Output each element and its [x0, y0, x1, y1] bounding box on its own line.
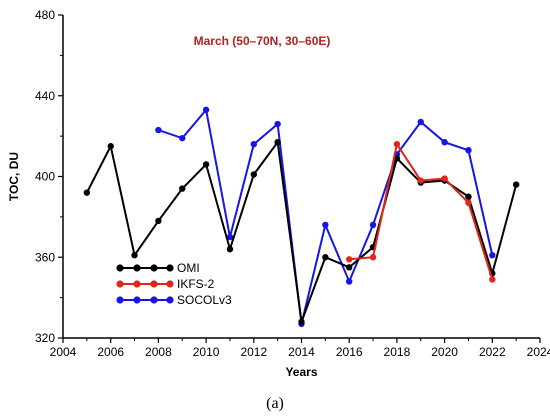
data-point-socolv3	[250, 141, 257, 148]
data-point-omi	[107, 143, 114, 150]
y-tick-label: 320	[35, 331, 55, 345]
x-tick-label: 2006	[97, 345, 124, 359]
data-point-omi	[83, 189, 91, 196]
x-tick-label: 2018	[384, 345, 411, 359]
legend-marker-omi	[166, 264, 174, 272]
data-point-omi	[179, 185, 186, 192]
data-point-socolv3	[369, 221, 377, 229]
y-tick-label: 440	[35, 89, 55, 103]
x-axis-title: Years	[285, 365, 317, 379]
plot-area	[83, 106, 520, 328]
axes: 2004 2006 2008 2010 2012 2014 2016 2018 2020 2022…	[35, 8, 550, 359]
legend-marker-omi	[150, 264, 158, 272]
legend-marker-omi	[116, 264, 124, 272]
x-tick-label: 2004	[50, 345, 77, 359]
data-point-omi	[155, 217, 162, 225]
legend-marker-ikfs-2	[116, 280, 124, 288]
data-point-socolv3	[441, 138, 448, 146]
data-point-omi	[250, 171, 257, 178]
legend-label-socolv3: SOCOLv3	[177, 293, 232, 307]
legend-marker-ikfs-2	[150, 280, 158, 288]
chart-title: March (50–70N, 30–60E)	[194, 34, 331, 48]
data-point-ikfs-2	[346, 256, 353, 263]
y-axis-title: TOC, DU	[7, 152, 21, 201]
data-point-socolv3	[274, 120, 281, 128]
y-tick-label: 480	[35, 8, 55, 22]
legend-marker-socolv3	[116, 296, 124, 304]
data-point-ikfs-2	[417, 177, 424, 184]
x-tick-label: 2012	[240, 345, 267, 359]
data-point-socolv3	[417, 118, 424, 126]
series-line-omi	[85, 139, 518, 323]
data-point-omi	[346, 264, 353, 271]
data-point-omi	[322, 254, 329, 261]
data-point-socolv3	[202, 106, 210, 114]
data-point-ikfs-2	[393, 141, 401, 148]
data-point-socolv3	[346, 278, 353, 285]
data-point-omi	[202, 161, 210, 168]
data-point-ikfs-2	[369, 254, 377, 261]
data-point-omi	[131, 252, 138, 259]
data-point-ikfs-2	[489, 276, 496, 283]
data-point-socolv3	[155, 126, 162, 134]
x-tick-label: 2020	[431, 345, 458, 359]
legend-marker-socolv3	[133, 296, 141, 304]
y-tick-label: 360	[35, 250, 55, 264]
data-point-omi	[274, 138, 281, 146]
data-point-omi	[512, 181, 520, 188]
x-tick-label: 2022	[479, 345, 506, 359]
x-tick-label: 2024	[527, 345, 550, 359]
data-point-socolv3	[179, 134, 186, 142]
data-point-socolv3	[322, 221, 329, 229]
data-point-ikfs-2	[465, 199, 472, 206]
legend-marker-ikfs-2	[166, 280, 174, 288]
data-point-omi	[393, 155, 401, 162]
data-point-omi	[298, 318, 305, 326]
legend-marker-ikfs-2	[133, 280, 141, 288]
data-point-socolv3	[226, 233, 234, 241]
data-point-ikfs-2	[441, 175, 448, 182]
y-tick-label: 400	[35, 170, 55, 184]
x-tick-label: 2016	[336, 345, 363, 359]
legend-marker-socolv3	[166, 296, 174, 304]
x-tick-label: 2010	[193, 345, 220, 359]
legend-label-omi: OMI	[177, 261, 200, 275]
legend-marker-socolv3	[150, 296, 158, 304]
x-tick-label: 2014	[288, 345, 315, 359]
legend: OMI IKFS-2 SOCOLv3	[116, 261, 232, 307]
panel-label: (a)	[266, 395, 284, 412]
legend-marker-omi	[133, 264, 141, 272]
data-point-socolv3	[465, 147, 472, 154]
legend-label-ikfs-2: IKFS-2	[177, 277, 215, 291]
x-tick-label: 2008	[145, 345, 172, 359]
data-point-omi	[465, 193, 472, 200]
data-point-omi	[226, 245, 234, 253]
data-point-socolv3	[489, 252, 496, 259]
